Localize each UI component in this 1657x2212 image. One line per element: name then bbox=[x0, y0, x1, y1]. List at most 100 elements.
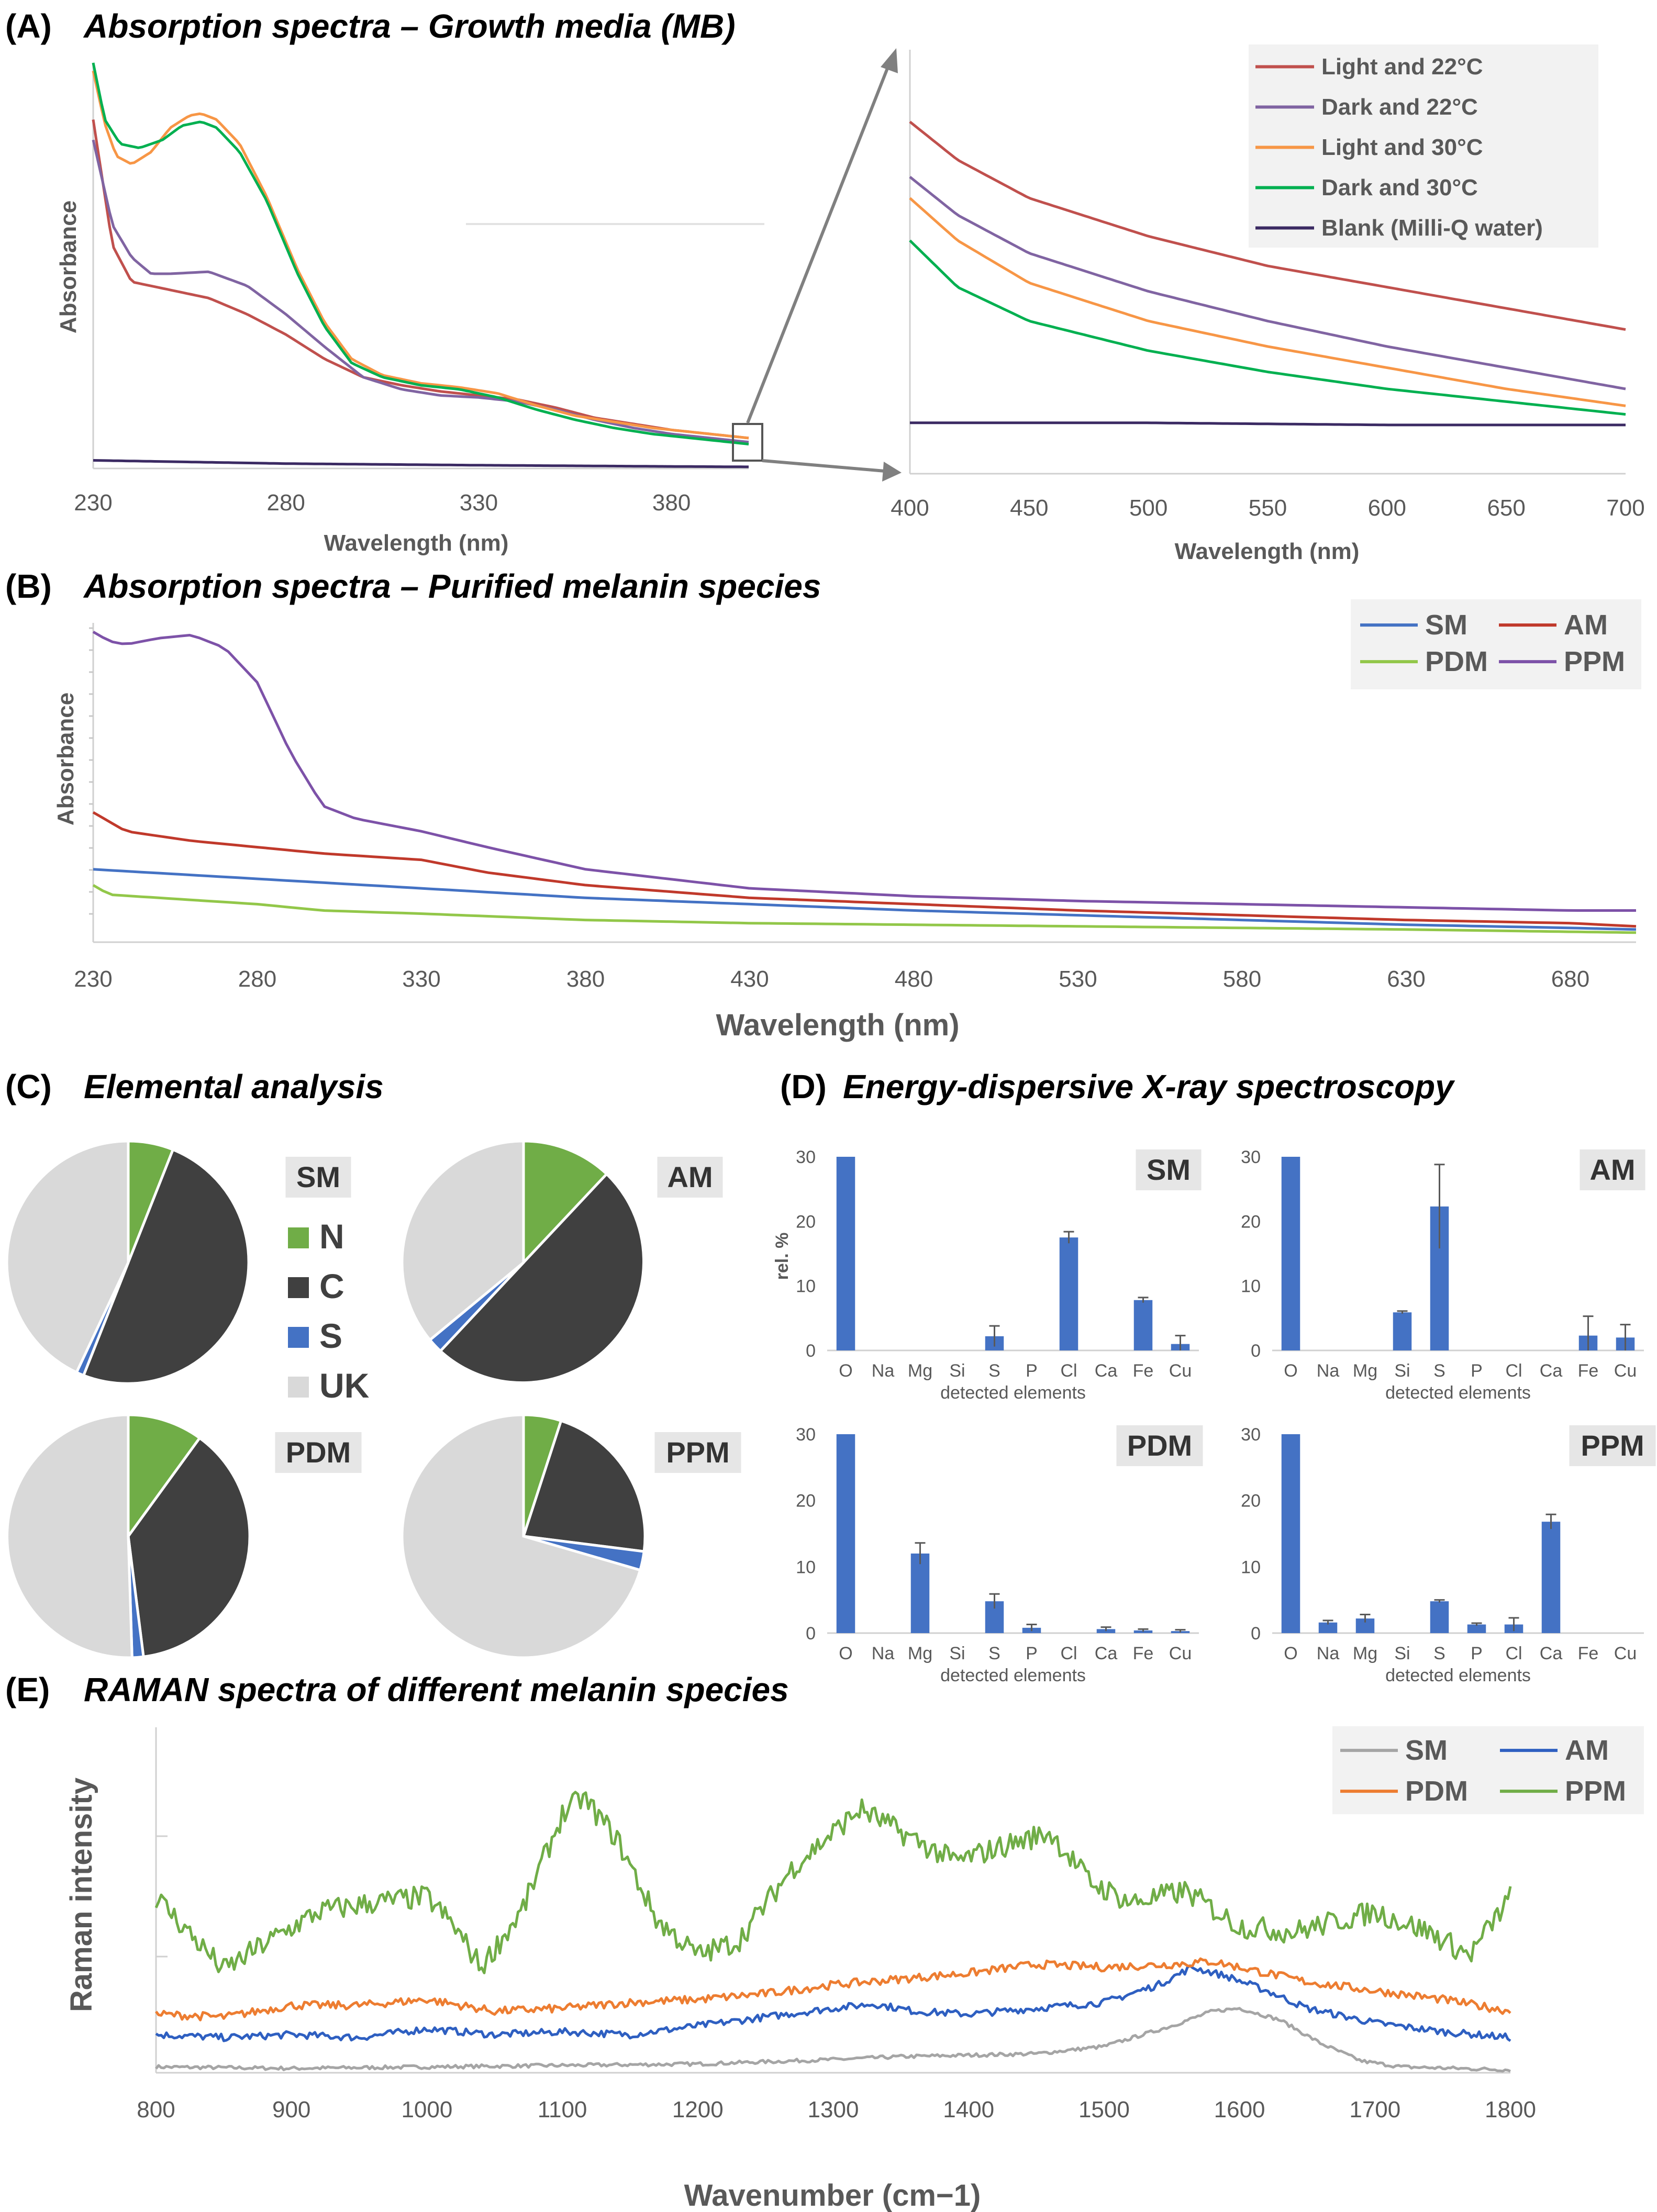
e-xlabel: Wavenumber (cm−1) bbox=[684, 2179, 981, 2212]
panel-a-title: Absorption spectra – Growth media (MB) bbox=[83, 7, 736, 45]
bar-sm-xtick: Mg bbox=[908, 1361, 932, 1381]
b-series-ppm bbox=[92, 630, 1636, 912]
e-xtick: 1500 bbox=[1078, 2097, 1130, 2122]
bar-am-xtick: O bbox=[1284, 1361, 1297, 1381]
bar-sm-xtick: Ca bbox=[1095, 1361, 1118, 1381]
bar-am-xtick: Cl bbox=[1505, 1361, 1522, 1381]
pie-ppm-slice-c bbox=[521, 1419, 647, 1553]
bar-pdm-xtick: O bbox=[839, 1644, 852, 1663]
b-legend-label-ppm: PPM bbox=[1564, 646, 1625, 677]
e-legend-label-ppm: PPM bbox=[1565, 1775, 1626, 1807]
bar-pdm-xtick: S bbox=[988, 1644, 1000, 1663]
bar-sm-ytick: 10 bbox=[796, 1277, 816, 1297]
e-xtick: 1000 bbox=[401, 2097, 452, 2122]
a-right-xtick: 450 bbox=[1010, 495, 1048, 521]
bar-badge-pdm: PDM bbox=[1127, 1429, 1192, 1462]
bar-ppm-xtick: Fe bbox=[1578, 1644, 1599, 1663]
panel-d-title: Energy-dispersive X-ray spectroscopy bbox=[843, 1068, 1455, 1105]
panel-d-label: (D) bbox=[780, 1068, 827, 1105]
a-right-series-dark-and-22-c bbox=[909, 176, 1626, 390]
a-right-series-light-and-30-c bbox=[909, 197, 1626, 407]
bar-ppm-xtick: Mg bbox=[1353, 1644, 1377, 1663]
e-ylabel: Raman intensity bbox=[64, 1778, 98, 2012]
a-left-series-dark-and-30-c bbox=[92, 62, 749, 445]
bar-am-ytick: 0 bbox=[1251, 1341, 1261, 1361]
pie-am-slice-n bbox=[522, 1139, 609, 1266]
bar-pdm-ytick: 10 bbox=[796, 1557, 816, 1577]
bar-ppm-xtick: Ca bbox=[1540, 1644, 1563, 1663]
e-legend-label-pdm: PDM bbox=[1405, 1775, 1468, 1807]
bar-pdm-o bbox=[836, 1434, 855, 1633]
a-left-xtick: 380 bbox=[652, 490, 691, 516]
bar-sm-xtick: P bbox=[1026, 1361, 1038, 1381]
bar-sm-xtick: Si bbox=[949, 1361, 965, 1381]
pie-badge-bg-sm bbox=[285, 1157, 351, 1198]
bar-pdm-xtick: Mg bbox=[908, 1644, 932, 1663]
bar-ppm-xtick: P bbox=[1471, 1644, 1483, 1663]
a-right-xtick: 650 bbox=[1487, 495, 1525, 521]
bar-ppm-p bbox=[1467, 1624, 1486, 1633]
b-legend-label-am: AM bbox=[1564, 609, 1608, 641]
bar-ppm-xlabel: detected elements bbox=[1385, 1666, 1531, 1685]
pie-legend-label-s: S bbox=[319, 1316, 342, 1355]
bar-am-xtick: Ca bbox=[1540, 1361, 1563, 1381]
pie-legend-swatch-s bbox=[288, 1327, 309, 1348]
e-xtick: 1700 bbox=[1349, 2097, 1400, 2122]
bar-sm-xtick: Na bbox=[872, 1361, 895, 1381]
b-series-am bbox=[92, 811, 1637, 928]
panel-c-title: Elemental analysis bbox=[84, 1068, 384, 1105]
bar-sm-xtick: S bbox=[988, 1361, 1000, 1381]
bar-ylabel: rel. % bbox=[772, 1233, 792, 1280]
pie-legend-label-uk: UK bbox=[319, 1366, 370, 1405]
b-xtick: 380 bbox=[566, 966, 605, 992]
pie-badge-bg-am bbox=[657, 1157, 723, 1198]
bar-am-xtick: Fe bbox=[1578, 1361, 1599, 1381]
bar-ppm-xtick: Cl bbox=[1505, 1644, 1522, 1663]
bar-am-xtick: Si bbox=[1394, 1361, 1410, 1381]
bar-ppm-ytick: 20 bbox=[1241, 1491, 1261, 1511]
b-series-sm bbox=[93, 868, 1637, 931]
e-legend-box bbox=[1332, 1726, 1644, 1814]
panel-c-legend: NCS UK bbox=[288, 1217, 370, 1405]
bar-ppm-ytick: 10 bbox=[1241, 1557, 1261, 1577]
a-legend-label-blank-milli-q-water: Blank (Milli-Q water) bbox=[1321, 215, 1543, 241]
panel-b-chart: 230 280 330 380 430 480 530 580 630 680 Wavelengt… bbox=[53, 599, 1641, 1042]
e-xtick: 1100 bbox=[538, 2097, 587, 2122]
b-xtick: 630 bbox=[1387, 966, 1425, 992]
b-xtick: 280 bbox=[238, 966, 276, 992]
a-legend-label-light-and-30-c: Light and 30°C bbox=[1321, 135, 1483, 160]
panel-e-chart: 800 900 1000 1100 1200 1300 1400 1500 1600 1700 18… bbox=[64, 1726, 1644, 2212]
bar-am-xtick: Cu bbox=[1614, 1361, 1637, 1381]
bar-am-ytick: 30 bbox=[1241, 1147, 1261, 1167]
a-right-series-blank-milli-q-water bbox=[910, 421, 1626, 427]
pie-sm-slice-uk bbox=[5, 1139, 130, 1375]
a-right-xtick: 400 bbox=[891, 495, 929, 521]
e-series-am bbox=[155, 1964, 1511, 2042]
bar-am-xtick: Na bbox=[1317, 1361, 1340, 1381]
bar-pdm-ytick: 0 bbox=[806, 1624, 816, 1644]
e-xtick: 800 bbox=[137, 2097, 175, 2122]
bar-sm-xtick: Cu bbox=[1169, 1361, 1192, 1381]
e-xtick: 900 bbox=[272, 2097, 310, 2122]
a-right-xtick: 600 bbox=[1368, 495, 1406, 521]
bar-sm-xlabel: detected elements bbox=[940, 1383, 1086, 1403]
bar-sm-fe bbox=[1133, 1300, 1153, 1350]
a-left-ylabel: Absorbance bbox=[55, 200, 81, 333]
a-right-xtick: 500 bbox=[1129, 495, 1167, 521]
bar-ppm-ca bbox=[1541, 1522, 1561, 1633]
bar-am-si bbox=[1393, 1312, 1412, 1350]
bar-ppm-xtick: Na bbox=[1317, 1644, 1340, 1663]
bar-pdm-xtick: Na bbox=[872, 1644, 895, 1663]
bar-pdm-xtick: Si bbox=[949, 1644, 965, 1663]
panel-c-label: (C) bbox=[5, 1068, 52, 1105]
a-right-xtick: 550 bbox=[1249, 495, 1287, 521]
a-left-xtick: 330 bbox=[460, 490, 498, 516]
bar-badge-bg-pdm bbox=[1116, 1425, 1203, 1466]
e-xtick: 1800 bbox=[1485, 2097, 1536, 2122]
a-legend-label-dark-and-22-c: Dark and 22°C bbox=[1321, 94, 1478, 120]
e-xtick: 1200 bbox=[672, 2097, 724, 2122]
panel-b-title: Absorption spectra – Purified melanin sp… bbox=[83, 567, 821, 605]
bar-pdm-ytick: 30 bbox=[796, 1425, 816, 1445]
bar-ppm-xtick: Cu bbox=[1614, 1644, 1637, 1663]
